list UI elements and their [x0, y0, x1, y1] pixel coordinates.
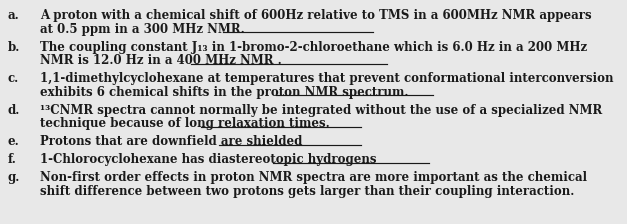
- Text: NMR is 12.0 Hz in a 400 MHz NMR .: NMR is 12.0 Hz in a 400 MHz NMR .: [40, 54, 282, 67]
- Text: a.: a.: [8, 9, 19, 22]
- Text: e.: e.: [8, 135, 19, 148]
- Text: exhibits 6 chemical shifts in the proton NMR spectrum.: exhibits 6 chemical shifts in the proton…: [40, 86, 409, 99]
- Text: f.: f.: [8, 153, 17, 166]
- Text: Non-first order effects in proton NMR spectra are more important as the chemical: Non-first order effects in proton NMR sp…: [40, 171, 587, 184]
- Text: technique because of long relaxation times.: technique because of long relaxation tim…: [40, 117, 330, 130]
- Text: g.: g.: [8, 171, 20, 184]
- Text: A proton with a chemical shift of 600Hz relative to TMS in a 600MHz NMR appears: A proton with a chemical shift of 600Hz …: [40, 9, 592, 22]
- Text: shift difference between two protons gets larger than their coupling interaction: shift difference between two protons get…: [40, 185, 574, 198]
- Text: Protons that are downfield are shielded: Protons that are downfield are shielded: [40, 135, 302, 148]
- Text: ¹³CNMR spectra cannot normally be integrated without the use of a specialized NM: ¹³CNMR spectra cannot normally be integr…: [40, 103, 603, 116]
- Text: The coupling constant J₁₃ in 1-bromo-2-chloroethane which is 6.0 Hz in a 200 MHz: The coupling constant J₁₃ in 1-bromo-2-c…: [40, 41, 587, 54]
- Text: c.: c.: [8, 72, 19, 85]
- Text: d.: d.: [8, 103, 20, 116]
- Text: b.: b.: [8, 41, 20, 54]
- Text: at 0.5 ppm in a 300 MHz NMR.: at 0.5 ppm in a 300 MHz NMR.: [40, 22, 245, 35]
- Text: 1,1-dimethylcyclohexane at temperatures that prevent conformational interconvers: 1,1-dimethylcyclohexane at temperatures …: [40, 72, 613, 85]
- Text: 1-Chlorocyclohexane has diastereotopic hydrogens: 1-Chlorocyclohexane has diastereotopic h…: [40, 153, 376, 166]
